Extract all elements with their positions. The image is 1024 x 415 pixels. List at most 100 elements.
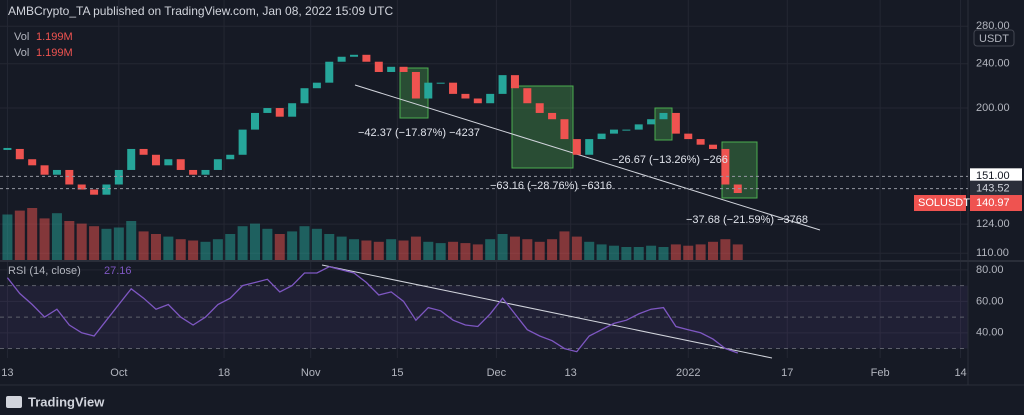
price-label: 151.00: [976, 170, 1010, 182]
volume-bar: [386, 239, 397, 260]
volume-bar: [212, 239, 223, 260]
measure-label: −26.67 (−13.26%) −266: [612, 154, 728, 166]
currency-box[interactable]: [973, 29, 1015, 47]
candle: [449, 82, 458, 94]
currency[interactable]: USDT: [979, 33, 1009, 45]
volume-bar: [76, 223, 87, 260]
volume-bar: [188, 240, 199, 260]
volume-bar: [509, 236, 520, 260]
title: AMBCrypto_TA published on TradingView.co…: [8, 4, 393, 18]
volume-bar: [2, 214, 13, 260]
x-tick-label: 13: [1, 367, 13, 379]
candle: [473, 98, 482, 104]
volume-bar: [435, 243, 446, 260]
volume-bar: [349, 239, 360, 260]
candle: [572, 139, 581, 155]
x-tick-label: Dec: [487, 367, 507, 379]
volume-bar: [311, 228, 322, 260]
volume-name: Vol: [14, 31, 29, 43]
volume-bar: [732, 244, 743, 260]
rsi-line: [6, 266, 739, 354]
volume-bar: [126, 221, 137, 260]
volume-bar: [584, 241, 595, 260]
candle: [374, 61, 383, 72]
volume-bar: [336, 236, 347, 260]
candle: [597, 133, 606, 140]
candle: [399, 66, 408, 72]
volume-bar: [621, 247, 632, 260]
volume-bar: [64, 221, 75, 260]
candle: [709, 144, 718, 149]
candle: [535, 103, 544, 113]
volume-bar: [398, 240, 409, 260]
candle: [139, 148, 148, 155]
volume-bar: [720, 239, 731, 260]
volume-bar: [361, 240, 372, 260]
volume-bar: [559, 231, 570, 260]
volume-bar: [51, 213, 62, 260]
candle: [102, 184, 111, 195]
measure-label: −63.16 (−28.76%) −6316: [490, 180, 612, 192]
candle: [486, 93, 495, 104]
candle: [52, 169, 61, 175]
candle: [213, 159, 222, 170]
measure-label: −42.37 (−17.87%) −4237: [358, 127, 480, 139]
volume-name: Vol: [14, 47, 29, 59]
candle: [733, 184, 742, 194]
candle: [201, 169, 210, 175]
x-tick-label: Nov: [301, 367, 321, 379]
candle: [461, 93, 470, 99]
candle: [609, 129, 618, 134]
volume-value: 1.199M: [36, 31, 73, 43]
candle: [659, 112, 668, 120]
volume-bar: [274, 234, 285, 260]
volume-bar: [113, 227, 124, 260]
volume-bar: [472, 244, 483, 260]
candle: [721, 148, 730, 185]
y-tick-label: 60.00: [976, 295, 1004, 307]
x-tick-label: 18: [218, 367, 230, 379]
footer-logo[interactable]: TradingView: [28, 394, 105, 409]
candle: [560, 119, 569, 140]
candle: [387, 66, 396, 72]
last-price-bg: [970, 195, 1022, 212]
trend-line: [354, 84, 821, 231]
candle: [151, 154, 160, 166]
x-tick-label: 17: [781, 367, 793, 379]
candle: [671, 112, 680, 134]
candle: [164, 159, 173, 166]
candle: [77, 184, 86, 190]
volume-bar: [633, 247, 644, 260]
candle: [337, 56, 346, 62]
candle: [250, 112, 259, 130]
candle: [634, 124, 643, 130]
volume-bar: [150, 234, 161, 260]
volume-bar: [423, 241, 434, 260]
volume-bar: [287, 231, 298, 260]
candle: [114, 169, 123, 185]
rsi-value: 27.16: [104, 265, 132, 277]
volume-bar: [200, 241, 211, 260]
grid: [0, 0, 968, 358]
candle: [523, 88, 532, 104]
volume-bar: [522, 239, 533, 260]
candle: [696, 139, 705, 145]
volume-bar: [262, 228, 273, 260]
candle: [189, 169, 198, 175]
volume-bar: [138, 231, 149, 260]
x-tick-label: 13: [565, 367, 577, 379]
x-tick-label: 14: [954, 367, 966, 379]
price-label: 143.52: [976, 183, 1010, 195]
x-tick-label: 15: [391, 367, 403, 379]
candle: [300, 88, 309, 104]
volume-bar: [373, 241, 384, 260]
symbol-tag: SOLUSDT: [918, 197, 970, 209]
candle: [585, 139, 594, 155]
volume-bar: [299, 226, 310, 260]
candle: [275, 108, 284, 117]
candle: [647, 119, 656, 125]
volume-bar: [670, 244, 681, 260]
candle: [15, 148, 24, 160]
